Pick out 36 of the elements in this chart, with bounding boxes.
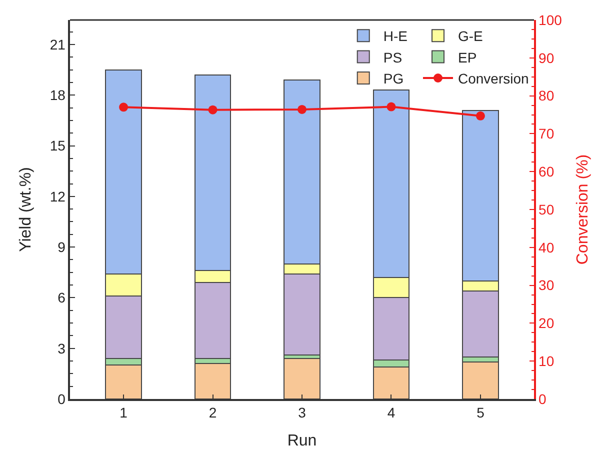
x-tick-label: 2	[208, 404, 217, 421]
legend-label: PS	[383, 49, 402, 66]
y2-tick-label: 50	[538, 201, 554, 218]
y2-tick-label: 30	[538, 277, 554, 294]
y2-tick-label: 40	[538, 239, 554, 256]
y-tick-label: 18	[50, 87, 66, 104]
y-axis-title: Yield (wt.%)	[17, 167, 34, 252]
y-tick-label: 6	[58, 290, 66, 306]
x-tick-label: 5	[476, 404, 485, 421]
x-tick-label: 1	[120, 404, 128, 421]
y2-tick-label: 90	[538, 50, 554, 66]
y-tick-label: 21	[50, 36, 66, 52]
y-tick-label: 9	[58, 238, 66, 255]
y2-axis-title: Conversion (%)	[574, 154, 592, 265]
y2-tick-label: 100	[538, 12, 562, 28]
y2-tick-label: 60	[538, 164, 554, 180]
x-tick-label: 4	[387, 404, 396, 421]
legend-label: Conversion	[458, 70, 529, 86]
y2-tick-label: 10	[538, 353, 554, 369]
y-tick-label: 0	[58, 390, 66, 407]
y2-tick-label: 20	[538, 315, 554, 332]
y-tick-label: 3	[58, 340, 66, 356]
legend-label: H-E	[383, 28, 408, 44]
bar	[194, 363, 232, 399]
bar	[284, 358, 320, 399]
y2-tick-label: 0	[538, 390, 547, 407]
y2-tick-label: 80	[538, 88, 554, 104]
legend-label: EP	[458, 49, 477, 66]
legend-label: G-E	[458, 28, 483, 44]
y-tick-label: 15	[50, 138, 66, 154]
legend-label: PG	[383, 70, 404, 86]
x-axis-title: Run	[287, 432, 317, 450]
x-tick-label: 3	[298, 404, 306, 421]
bar	[462, 361, 499, 399]
y2-tick-label: 70	[538, 126, 554, 142]
y-tick-label: 12	[50, 188, 66, 204]
